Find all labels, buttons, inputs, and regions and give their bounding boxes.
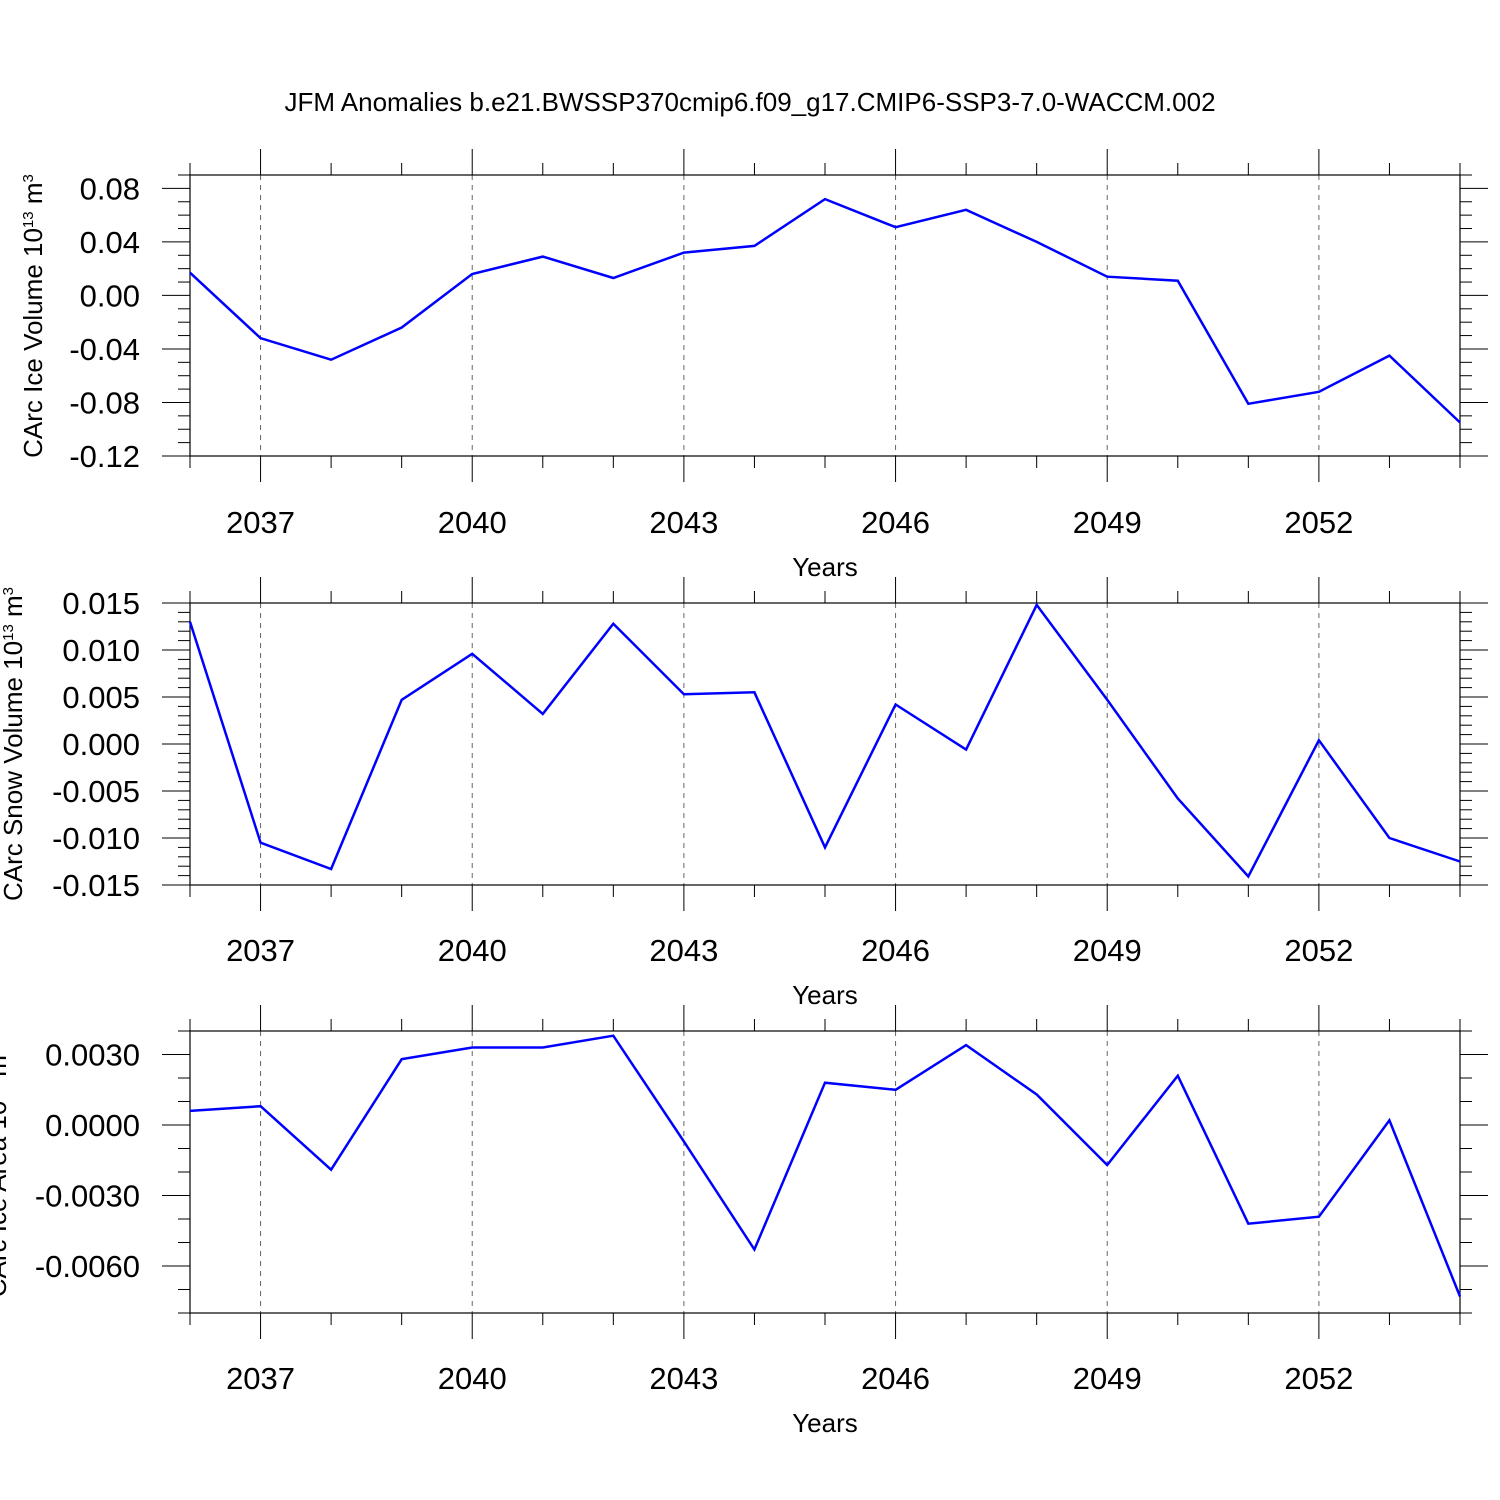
plot-frame [189,602,1461,886]
x-tick-label: 2037 [226,933,295,968]
y-axis-title: CArc Ice Area 1013 m2 [0,1047,12,1297]
y-tick-label: 0.005 [62,680,140,715]
x-tick-label: 2040 [438,933,507,968]
y-tick-label: 0.010 [62,633,140,668]
x-axis-title: Years [792,552,858,582]
x-tick-label: 2043 [649,505,718,540]
y-tick-label: 0.04 [80,225,140,260]
y-tick-label: -0.12 [69,439,140,474]
y-tick-label: 0.015 [62,586,140,621]
panel-2: -0.015 -0.010 -0.005 0.000 0.005 0.010 0.015 20… [0,577,1488,1010]
y-tick-label: -0.015 [52,868,140,903]
x-axis-title: Years [792,980,858,1010]
y-tick-label: -0.0060 [35,1249,140,1284]
x-tick-label: 2049 [1073,505,1142,540]
y-tick-label: 0.0000 [45,1108,140,1143]
plot-frame [189,1030,1461,1314]
x-tick-label: 2052 [1284,933,1353,968]
x-axis-title: Years [792,1408,858,1438]
y-tick-label: 0.0030 [45,1038,140,1073]
chart-title: JFM Anomalies b.e21.BWSSP370cmip6.f09_g1… [284,87,1215,117]
x-tick-label: 2052 [1284,505,1353,540]
x-tick-label: 2049 [1073,1361,1142,1396]
series-line [188,602,1461,879]
y-tick-label: -0.0030 [35,1179,140,1214]
x-tick-label: 2049 [1073,933,1142,968]
y-tick-label: -0.04 [69,332,140,367]
y-tick-label: -0.010 [52,821,140,856]
y-tick-label: 0.000 [62,727,140,762]
y-axis-title: CArc Snow Volume 1013 m3 [0,587,28,901]
x-tick-label: 2052 [1284,1361,1353,1396]
y-tick-label: 0.08 [80,171,140,206]
x-tick-label: 2043 [649,933,718,968]
y-tick-label: -0.08 [69,385,140,420]
x-tick-label: 2043 [649,1361,718,1396]
x-tick-label: 2046 [861,933,930,968]
x-tick-label: 2040 [438,1361,507,1396]
y-tick-label: 0.00 [80,278,140,313]
panel-1: -0.12 -0.08 -0.04 0.00 0.04 0.08 2037 2040 2043 2… [18,149,1488,582]
series-line [189,1034,1462,1297]
x-tick-label: 2037 [226,505,295,540]
x-tick-label: 2040 [438,505,507,540]
series-line [189,197,1461,424]
x-tick-label: 2037 [226,1361,295,1396]
y-tick-label: -0.005 [52,774,140,809]
y-axis-title: CArc Ice Volume 1013 m3 [18,174,48,458]
panel-3: -0.0060 -0.0030 0.0000 0.0030 2037 2040 2043 20… [0,1005,1488,1438]
x-tick-label: 2046 [861,505,930,540]
plot-frame [189,174,1461,457]
x-tick-label: 2046 [861,1361,930,1396]
